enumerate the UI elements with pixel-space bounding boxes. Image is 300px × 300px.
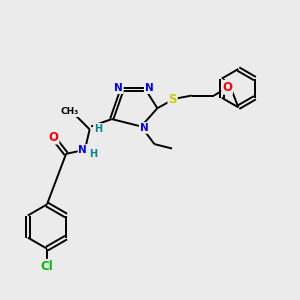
Text: N: N <box>145 83 154 93</box>
Text: H: H <box>94 124 102 134</box>
Text: Cl: Cl <box>40 260 53 273</box>
Text: O: O <box>222 81 232 94</box>
Text: N: N <box>79 145 87 155</box>
Text: O: O <box>48 130 59 143</box>
Text: N: N <box>114 83 123 93</box>
Text: CH₃: CH₃ <box>61 107 79 116</box>
Text: N: N <box>140 123 148 133</box>
Text: S: S <box>168 93 177 106</box>
Text: H: H <box>89 149 98 159</box>
